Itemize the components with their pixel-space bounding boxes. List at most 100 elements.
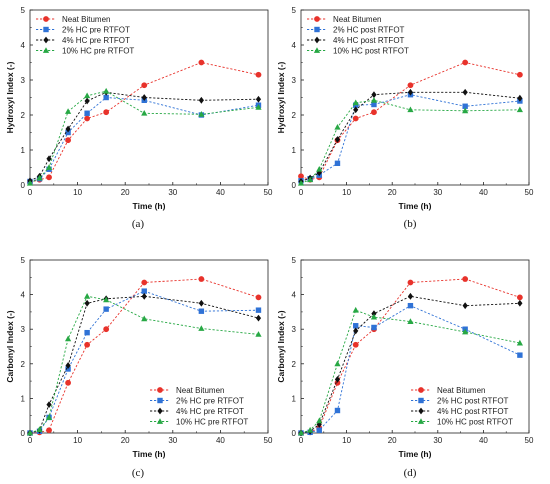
data-point (141, 94, 147, 101)
data-point (516, 106, 523, 113)
legend-label: Neat Bitumen (437, 386, 485, 395)
data-point (517, 352, 523, 358)
data-point (334, 160, 341, 166)
y-tick-label: 4 (292, 41, 297, 50)
data-point (462, 88, 468, 96)
data-point (103, 94, 109, 101)
series-line (300, 309, 520, 434)
data-point (352, 115, 359, 122)
panel-caption: (b) (404, 218, 417, 230)
legend-marker (418, 397, 424, 404)
data-point (65, 125, 71, 133)
legend-marker (314, 36, 320, 44)
legend-label: 10% HC pre RTFOT (176, 418, 248, 427)
legend-marker (157, 407, 163, 415)
data-point (255, 314, 262, 322)
x-axis-label: Time (h) (133, 201, 166, 211)
data-point (316, 427, 322, 433)
series-2pct-hc-post-rtfot (298, 92, 523, 184)
data-point (316, 417, 323, 424)
y-axis-label: Carbonyl Index (-) (5, 310, 15, 382)
legend-label: 2% HC post RTFOT (437, 397, 509, 406)
x-axis-label: Time (h) (133, 449, 166, 459)
legend-marker (314, 26, 320, 33)
data-point (307, 426, 314, 433)
x-tick-label: 50 (525, 436, 534, 445)
legend-label: 4% HC post RTFOT (437, 407, 509, 416)
legend-label: 10% HC post RTFOT (333, 47, 409, 56)
data-point (141, 292, 147, 300)
data-point (103, 306, 109, 312)
data-point (64, 108, 72, 114)
data-point (370, 313, 378, 320)
data-point (255, 331, 262, 337)
data-point (26, 429, 34, 436)
chart-panel-2: 0 10 20 30 40 50 0 1 2 3 4 5 Time (h) Carbonyl Index … (5, 256, 273, 479)
y-tick-label: 2 (21, 111, 26, 120)
y-tick-label: 3 (21, 76, 26, 85)
data-point (517, 299, 523, 307)
data-point (65, 362, 71, 369)
y-tick-label: 5 (292, 256, 297, 265)
data-point (103, 326, 110, 333)
data-point (64, 335, 72, 342)
data-point (297, 429, 305, 436)
x-tick-label: 20 (121, 188, 130, 197)
data-point (46, 401, 52, 409)
data-point (46, 427, 52, 434)
y-tick-label: 0 (21, 429, 26, 438)
chart-panel-0: 0 10 20 30 40 50 0 1 2 3 4 5 Time (h) Hydroxyl Index … (5, 6, 273, 230)
data-point (371, 91, 377, 99)
data-point (84, 299, 90, 307)
data-point (46, 174, 52, 181)
x-axis-label: Time (h) (399, 201, 432, 211)
series-4pct-hc-post-rtfot (298, 88, 523, 185)
data-point (84, 92, 91, 99)
data-point (370, 97, 378, 103)
y-tick-label: 0 (21, 181, 26, 190)
series-10pct-hc-pre-rtfot (26, 293, 262, 436)
legend-marker (418, 387, 424, 393)
series-neat-bitumen (298, 59, 523, 183)
y-axis-label: Hydroxyl Index (-) (5, 61, 15, 133)
data-point (198, 308, 205, 314)
data-point (353, 102, 359, 108)
panel-caption: (c) (132, 467, 145, 479)
data-point (84, 293, 91, 299)
x-tick-label: 30 (168, 188, 177, 197)
data-point (334, 136, 341, 143)
legend-marker (313, 47, 321, 53)
legend-marker (417, 418, 425, 424)
data-point (371, 109, 377, 116)
data-point (141, 279, 148, 286)
y-tick-label: 2 (292, 111, 297, 120)
data-point (297, 179, 305, 186)
x-tick-label: 50 (264, 188, 273, 197)
data-point (516, 294, 523, 301)
data-point (517, 94, 523, 102)
data-point (198, 111, 205, 117)
series-4pct-hc-pre-rtfot (27, 292, 262, 437)
data-point (407, 318, 414, 324)
legend-label: 4% HC pre RTFOT (176, 407, 244, 416)
data-point (334, 360, 341, 367)
data-point (198, 325, 205, 331)
data-point (84, 115, 91, 122)
data-point (371, 324, 377, 331)
panel-caption: (d) (404, 467, 417, 479)
x-tick-label: 30 (433, 188, 442, 197)
data-point (334, 123, 341, 130)
legend-marker (418, 407, 424, 415)
data-point (26, 179, 34, 186)
x-tick-label: 0 (299, 436, 304, 445)
series-line (29, 91, 259, 182)
x-tick-label: 20 (121, 436, 130, 445)
legend-label: 2% HC post RTFOT (333, 26, 405, 35)
data-point (334, 407, 341, 414)
y-tick-label: 1 (292, 394, 297, 403)
data-point (352, 306, 359, 313)
